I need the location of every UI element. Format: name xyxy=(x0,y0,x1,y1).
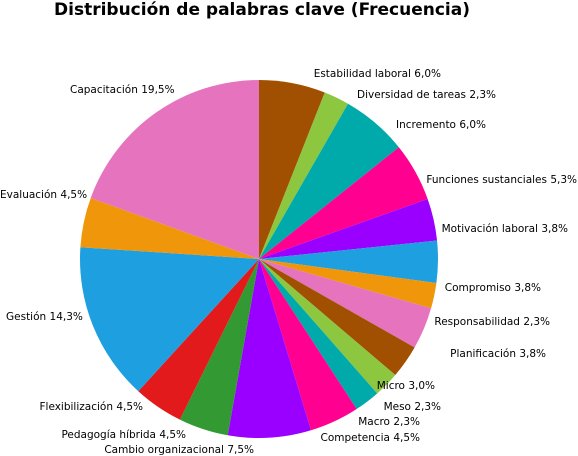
pie-slice xyxy=(259,259,415,376)
pie-slice xyxy=(259,259,357,431)
slice-label: Evaluación 4,5% xyxy=(0,189,87,201)
pie-slice xyxy=(259,259,396,394)
pie-slice xyxy=(259,199,438,259)
slice-label: Flexibilización 4,5% xyxy=(39,401,143,413)
pie-slices xyxy=(80,80,439,439)
pie-slice xyxy=(259,103,399,259)
pie-slice xyxy=(90,80,259,259)
slice-label: Incremento 6,0% xyxy=(396,119,486,131)
slice-label: Funciones sustanciales 5,3% xyxy=(426,174,577,186)
slice-label: Planificación 3,8% xyxy=(450,348,546,360)
slice-label: Capacitación 19,5% xyxy=(70,84,175,96)
slice-label: Motivación laboral 3,8% xyxy=(442,223,568,235)
pie-labels: Estabilidad laboral 6,0% Diversidad de ta… xyxy=(0,68,577,456)
pie-slice xyxy=(80,247,260,392)
slice-label: Macro 2,3% xyxy=(358,416,420,428)
slice-label: Meso 2,3% xyxy=(384,401,441,413)
slice-label: Micro 3,0% xyxy=(377,380,435,392)
slice-label: Responsabilidad 2,3% xyxy=(434,316,550,328)
pie-slice xyxy=(259,92,349,260)
slice-label: Diversidad de tareas 2,3% xyxy=(357,89,496,101)
pie-slice xyxy=(179,259,259,436)
slice-label: Competencia 4,5% xyxy=(321,432,421,444)
pie-slice xyxy=(259,259,378,410)
slice-label: Gestión 14,3% xyxy=(6,311,83,323)
pie-slice xyxy=(138,259,259,420)
slice-label: Compromiso 3,8% xyxy=(445,282,541,294)
pie-slice xyxy=(259,147,428,259)
pie-slice xyxy=(259,240,439,284)
pie-slice xyxy=(259,80,325,259)
slice-label: Cambio organizacional 7,5% xyxy=(104,444,254,456)
pie-slice xyxy=(80,197,259,259)
pie-slice xyxy=(259,259,437,309)
pie-slice xyxy=(227,259,311,439)
slice-label: Pedagogía híbrida 4,5% xyxy=(61,429,186,441)
pie-slice xyxy=(259,259,432,348)
slice-label: Estabilidad laboral 6,0% xyxy=(314,68,441,80)
chart-title: Distribución de palabras clave (Frecuenc… xyxy=(54,0,470,20)
